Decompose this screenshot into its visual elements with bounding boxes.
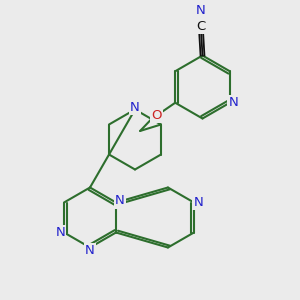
- Text: N: N: [130, 100, 140, 114]
- Text: O: O: [152, 109, 162, 122]
- Text: N: N: [229, 96, 238, 109]
- Text: N: N: [115, 194, 124, 208]
- Text: N: N: [196, 4, 206, 17]
- Text: C: C: [196, 20, 206, 33]
- Text: N: N: [56, 226, 65, 239]
- Text: N: N: [85, 244, 95, 257]
- Text: N: N: [194, 196, 203, 209]
